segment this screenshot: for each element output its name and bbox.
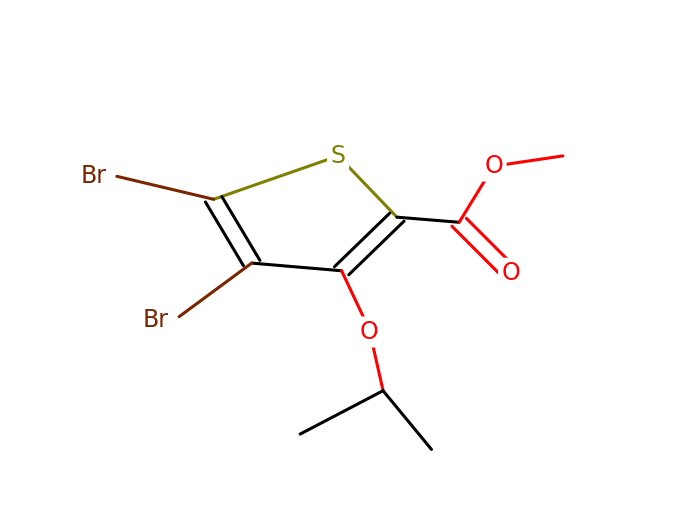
Text: O: O (360, 320, 378, 344)
Text: O: O (502, 261, 521, 285)
Text: O: O (484, 154, 503, 178)
Text: Br: Br (143, 308, 169, 332)
Text: S: S (330, 144, 346, 168)
Text: Br: Br (80, 164, 107, 188)
